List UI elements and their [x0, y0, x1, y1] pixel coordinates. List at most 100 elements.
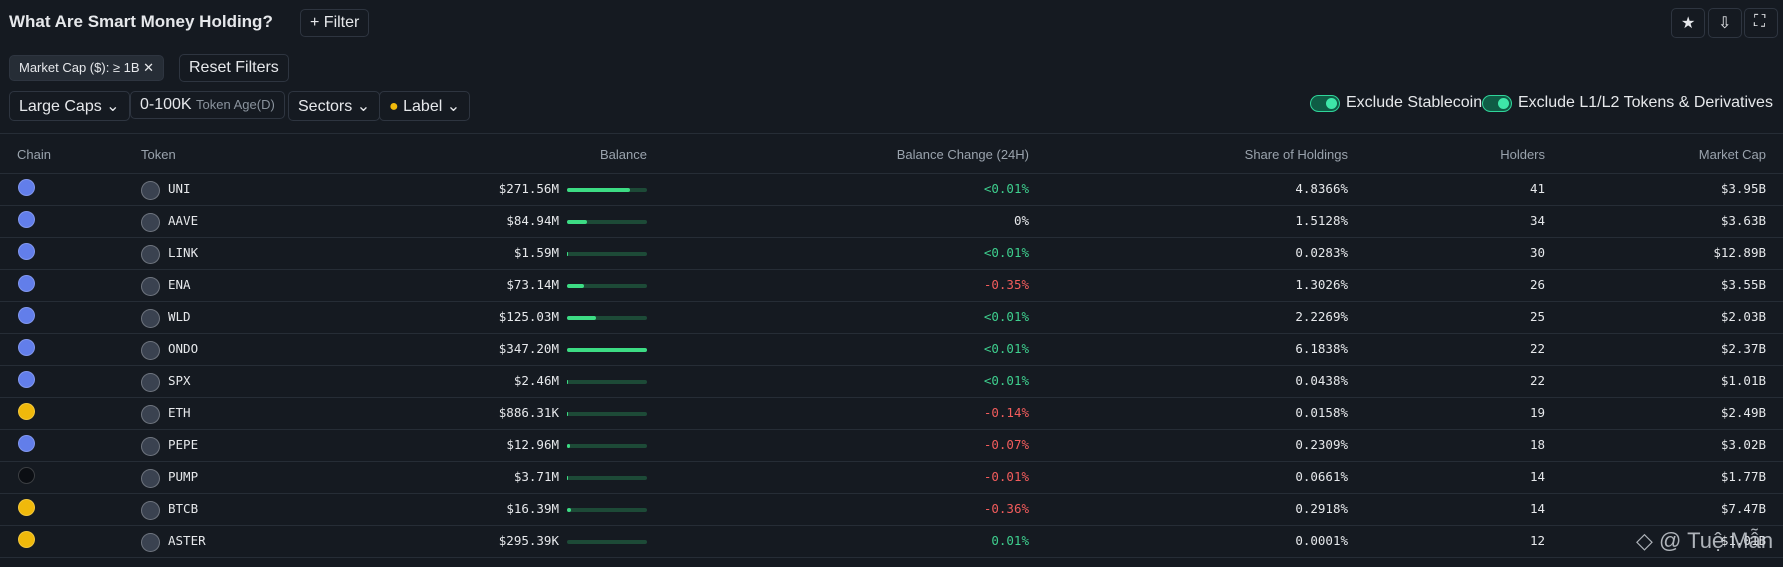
token-icon: [141, 341, 160, 360]
share: 4.8366%: [1295, 181, 1348, 196]
share: 1.3026%: [1295, 277, 1348, 292]
token-age[interactable]: 0-100K Token Age(D): [130, 91, 285, 119]
column-header: Holders: [1500, 147, 1545, 162]
holders: 14: [1529, 501, 1545, 516]
chain-icon: [18, 339, 35, 356]
token-symbol: BTCB: [168, 501, 199, 516]
holders: 30: [1529, 245, 1545, 260]
sectors-select[interactable]: Sectors ⌄: [288, 91, 381, 121]
token-icon: [141, 373, 160, 392]
market-cap: $2.37B: [1720, 341, 1766, 356]
market-cap: $3.63B: [1720, 213, 1766, 228]
download-button[interactable]: ⇩: [1708, 8, 1742, 38]
balance: $2.46M: [513, 373, 559, 388]
token-icon: [141, 469, 160, 488]
balance-bar-track: [567, 252, 647, 256]
row-divider: [0, 365, 1783, 366]
row-divider: [0, 237, 1783, 238]
balance-bar: [567, 284, 584, 288]
star-button[interactable]: ★: [1671, 8, 1705, 38]
row-divider: [0, 557, 1783, 558]
filter-chip[interactable]: Market Cap ($): ≥ 1B ✕: [9, 55, 165, 81]
balance: $16.39M: [506, 501, 559, 516]
balance-bar-track: [567, 444, 647, 448]
balance-bar-track: [567, 412, 647, 416]
watermark-text: @ Tuệ Mẫn: [1659, 528, 1774, 553]
column-header: Share of Holdings: [1244, 147, 1348, 162]
token-symbol: ASTER: [168, 533, 206, 548]
token-symbol: ETH: [168, 405, 191, 420]
chain-icon: [18, 179, 35, 196]
holders: 41: [1529, 181, 1545, 196]
token-icon: [141, 181, 160, 200]
market-cap: $1.77B: [1720, 469, 1766, 484]
filter-button[interactable]: + Filter: [300, 9, 370, 37]
share: 0.0158%: [1295, 405, 1348, 420]
chain-icon: [18, 211, 35, 228]
column-header: Balance Change (24H): [896, 147, 1029, 162]
balance-bar: [567, 476, 568, 480]
fullscreen-button[interactable]: ⛶: [1744, 8, 1778, 38]
cap-select[interactable]: Large Caps ⌄: [9, 91, 130, 121]
market-cap: $3.55B: [1720, 277, 1766, 292]
balance-change: <0.01%: [983, 245, 1029, 260]
age-label: Token Age(D): [196, 97, 275, 112]
stablecoin-toggle[interactable]: [1310, 95, 1340, 112]
token-icon: [141, 437, 160, 456]
balance-change: -0.01%: [983, 469, 1029, 484]
token-icon: [141, 277, 160, 296]
market-cap: $1.01B: [1720, 533, 1766, 548]
label-select[interactable]: ● Label ⌄: [379, 91, 471, 121]
token-symbol: PEPE: [168, 437, 199, 452]
balance-bar: [567, 508, 571, 512]
chain-icon: [18, 531, 35, 548]
token-icon: [141, 213, 160, 232]
row-divider: [0, 525, 1783, 526]
share: 0.0438%: [1295, 373, 1348, 388]
balance-bar: [567, 188, 630, 192]
share: 0.0001%: [1295, 533, 1348, 548]
share: 1.5128%: [1295, 213, 1348, 228]
token-symbol: LINK: [168, 245, 199, 260]
balance-bar-track: [567, 220, 647, 224]
row-divider: [0, 333, 1783, 334]
market-cap: $3.95B: [1720, 181, 1766, 196]
balance-change: -0.36%: [983, 501, 1029, 516]
divider: [0, 133, 1783, 134]
row-divider: [0, 269, 1783, 270]
share: 0.0283%: [1295, 245, 1348, 260]
balance-change: <0.01%: [983, 181, 1029, 196]
token-symbol: WLD: [168, 309, 191, 324]
holders: 26: [1529, 277, 1545, 292]
balance-bar: [567, 220, 587, 224]
chip-label: Market Cap ($): ≥ 1B: [19, 60, 140, 75]
l1l2-toggle[interactable]: [1482, 95, 1512, 112]
balance: $12.96M: [506, 437, 559, 452]
balance-bar-track: [567, 476, 647, 480]
balance: $125.03M: [498, 309, 559, 324]
share: 0.0661%: [1295, 469, 1348, 484]
column-header: Balance: [600, 147, 647, 162]
balance: $886.31K: [498, 405, 559, 420]
share: 0.2309%: [1295, 437, 1348, 452]
cap-label: Large Caps: [19, 98, 102, 115]
token-icon: [141, 245, 160, 264]
balance-bar-track: [567, 380, 647, 384]
row-divider: [0, 397, 1783, 398]
l1l2-label: Exclude L1/L2 Tokens & Derivatives: [1518, 94, 1773, 111]
stablecoin-label: Exclude Stablecoin: [1346, 94, 1483, 111]
holders: 12: [1529, 533, 1545, 548]
reset-filters[interactable]: Reset Filters: [179, 54, 289, 82]
chain-icon: [18, 499, 35, 516]
balance: $295.39K: [498, 533, 559, 548]
market-cap: $2.49B: [1720, 405, 1766, 420]
holders: 22: [1529, 373, 1545, 388]
market-cap: $12.89B: [1713, 245, 1766, 260]
token-icon: [141, 309, 160, 328]
row-divider: [0, 429, 1783, 430]
balance-change: 0%: [1013, 213, 1029, 228]
chain-icon: [18, 403, 35, 420]
filter-label: Filter: [323, 14, 360, 31]
balance-change: -0.14%: [983, 405, 1029, 420]
